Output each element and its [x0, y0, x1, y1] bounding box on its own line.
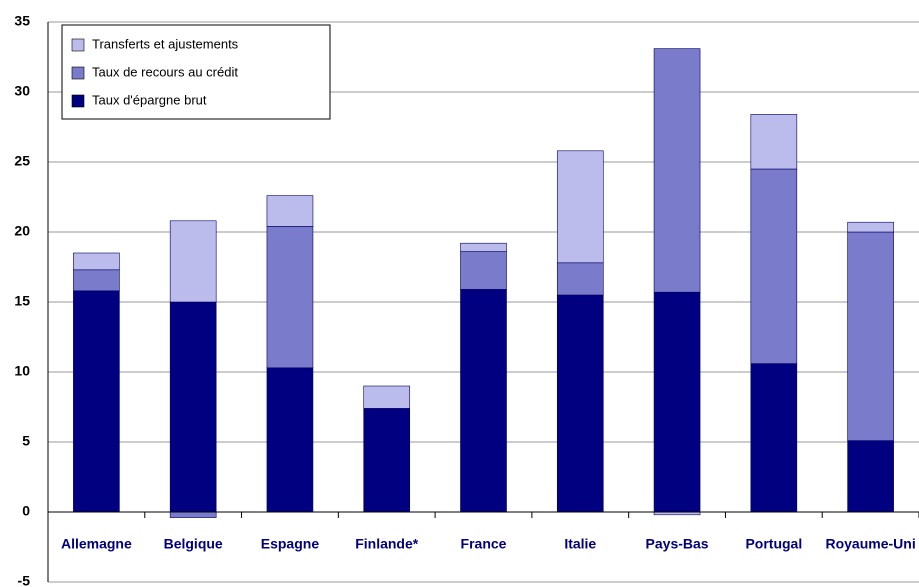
bar-segment — [653, 48, 701, 293]
y-tick-label: 30 — [14, 83, 30, 99]
bar-segment — [750, 363, 798, 513]
y-tick-label: 20 — [14, 223, 30, 239]
legend-swatch — [71, 66, 85, 80]
bar-segment — [266, 195, 314, 227]
bar-segment — [266, 226, 314, 369]
bar-segment — [556, 262, 604, 296]
legend-box — [61, 24, 331, 120]
x-tick-label: Espagne — [261, 536, 320, 552]
bar-segment — [847, 440, 894, 513]
legend-label: Taux de recours au crédit — [92, 64, 238, 79]
bar-segment — [363, 385, 411, 409]
y-tick-label: 5 — [22, 433, 30, 449]
x-tick-label: Italie — [564, 536, 596, 552]
bar-segment — [847, 221, 894, 233]
x-tick-label: Finlande* — [355, 536, 419, 552]
bar-segment — [73, 269, 120, 292]
bar-segment — [169, 220, 217, 303]
x-tick-label: Belgique — [164, 536, 223, 552]
bar-segment — [460, 242, 507, 252]
bar-segment — [847, 231, 894, 441]
bar-segment — [750, 114, 798, 170]
x-tick-label: Portugal — [745, 536, 802, 552]
y-tick-label: 25 — [14, 153, 30, 169]
bar-segment — [266, 367, 314, 513]
bar-segment — [556, 294, 604, 513]
y-tick-label: -5 — [18, 573, 31, 587]
y-tick-label: 0 — [22, 503, 30, 519]
x-tick-label: Pays-Bas — [646, 536, 709, 552]
bar-segment — [653, 291, 701, 513]
x-tick-label: Royaume-Uni — [825, 536, 915, 552]
bar-segment — [363, 408, 411, 513]
bar-segment — [73, 252, 120, 271]
bar-segment — [73, 290, 120, 513]
bar-segment — [460, 289, 507, 513]
bar-segment — [750, 168, 798, 364]
legend-swatch — [71, 94, 85, 108]
bar-segment — [169, 511, 217, 518]
legend-label: Taux d'épargne brut — [92, 92, 207, 107]
bar-segment — [556, 150, 604, 264]
legend-swatch — [71, 38, 85, 52]
legend-label: Transferts et ajustements — [92, 36, 239, 51]
x-tick-label: Allemagne — [61, 536, 132, 552]
x-tick-label: France — [461, 536, 507, 552]
bar-segment — [460, 251, 507, 290]
y-tick-label: 10 — [14, 363, 30, 379]
y-tick-label: 35 — [14, 13, 30, 29]
y-tick-label: 15 — [14, 293, 30, 309]
bar-segment — [169, 301, 217, 513]
